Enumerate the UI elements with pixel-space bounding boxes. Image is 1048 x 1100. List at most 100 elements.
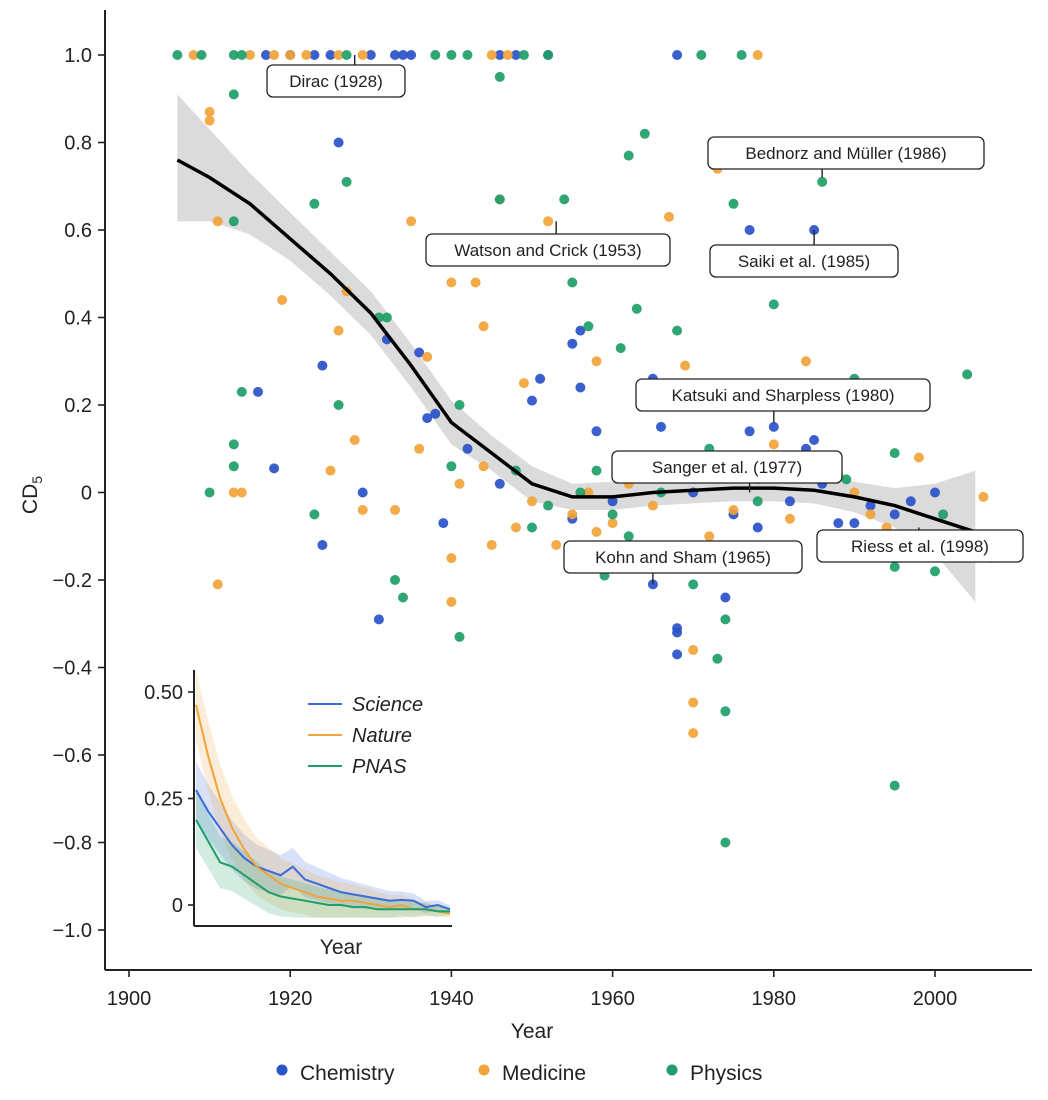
- point-physics: [559, 194, 570, 205]
- x-tick-label: 1960: [590, 988, 635, 1010]
- point-physics: [688, 579, 699, 590]
- point-chemistry: [325, 50, 336, 60]
- annotation-label: Dirac (1928): [289, 72, 383, 91]
- point-medicine: [478, 461, 489, 472]
- point-physics: [768, 299, 779, 310]
- point-physics: [543, 50, 554, 60]
- point-physics: [543, 500, 554, 511]
- point-physics: [454, 400, 465, 410]
- annotation-label: Saiki et al. (1985): [738, 252, 870, 271]
- point-physics: [236, 386, 247, 397]
- x-tick-label: 1980: [752, 988, 797, 1010]
- point-medicine: [478, 321, 489, 332]
- point-physics: [381, 312, 392, 323]
- point-physics: [817, 176, 828, 187]
- point-chemistry: [672, 627, 683, 638]
- point-medicine: [567, 509, 578, 520]
- point-chemistry: [462, 443, 473, 454]
- point-physics: [172, 50, 183, 60]
- inset-legend-label: Nature: [352, 725, 412, 747]
- point-chemistry: [422, 413, 433, 424]
- annotation-label: Watson and Crick (1953): [454, 241, 641, 260]
- point-medicine: [583, 487, 594, 498]
- point-physics: [204, 487, 215, 498]
- point-medicine: [236, 487, 247, 498]
- point-chemistry: [607, 496, 618, 507]
- point-chemistry: [317, 540, 328, 550]
- point-medicine: [688, 645, 699, 655]
- y-axis-title-subscript: 5: [29, 476, 45, 484]
- point-chemistry: [849, 518, 860, 529]
- point-physics: [462, 50, 473, 60]
- point-medicine: [325, 465, 336, 476]
- y-tick-label: −0.6: [53, 745, 92, 767]
- point-medicine: [784, 513, 795, 524]
- y-tick-label: 1.0: [64, 45, 92, 67]
- confidence-band: [177, 94, 976, 602]
- point-medicine: [591, 356, 602, 367]
- point-physics: [752, 496, 763, 507]
- point-physics: [583, 321, 594, 332]
- point-medicine: [285, 50, 296, 60]
- point-chemistry: [494, 50, 505, 60]
- point-physics: [228, 50, 239, 60]
- annotation-box: [266, 64, 406, 98]
- point-chemistry: [930, 487, 940, 498]
- point-chemistry: [672, 50, 683, 60]
- x-tick-label: 1940: [429, 988, 474, 1010]
- y-tick-label: 0.2: [64, 395, 92, 417]
- legend-label: Medicine: [502, 1062, 586, 1085]
- y-tick-label: −0.2: [53, 570, 92, 592]
- point-medicine: [301, 50, 312, 60]
- annotation-box: [563, 540, 803, 574]
- point-medicine: [277, 295, 288, 305]
- point-chemistry: [575, 325, 586, 336]
- point-medicine: [446, 277, 457, 288]
- scatter-points-layer: [172, 50, 997, 848]
- point-chemistry: [656, 421, 666, 432]
- point-chemistry: [438, 518, 449, 529]
- point-physics: [591, 465, 602, 476]
- y-tick-label: −1.0: [53, 920, 92, 942]
- point-medicine: [454, 478, 465, 489]
- point-physics: [696, 50, 707, 60]
- point-medicine: [333, 50, 344, 60]
- point-medicine: [244, 50, 255, 60]
- point-physics: [309, 509, 320, 520]
- annotation-box: [611, 450, 843, 484]
- point-physics: [728, 198, 739, 209]
- annotation-box: [635, 378, 931, 412]
- point-medicine: [664, 211, 674, 222]
- point-physics: [841, 474, 852, 485]
- point-chemistry: [647, 579, 658, 590]
- point-medicine: [978, 491, 989, 502]
- annotation-label: Bednorz and Müller (1986): [745, 144, 946, 163]
- point-physics: [623, 150, 634, 161]
- inset-legend-label: PNAS: [352, 756, 407, 778]
- point-physics: [631, 303, 642, 314]
- inset-background: [194, 665, 454, 927]
- main-legend: Chemistry Medicine Physics: [276, 1062, 762, 1085]
- point-physics: [962, 369, 973, 380]
- point-chemistry: [527, 395, 537, 406]
- point-chemistry: [744, 426, 755, 437]
- point-medicine: [728, 505, 739, 515]
- x-tick-label: 1920: [268, 988, 313, 1010]
- point-physics: [615, 343, 626, 354]
- inset-ticks-layer: 0 0.25 0.50: [144, 682, 194, 917]
- point-medicine: [470, 277, 481, 288]
- point-medicine: [607, 518, 618, 529]
- annotation-box: [816, 529, 1024, 563]
- y-tick-label: 0.6: [64, 220, 92, 242]
- point-chemistry: [889, 509, 900, 520]
- legend-label: Physics: [690, 1062, 762, 1085]
- point-physics: [446, 50, 457, 60]
- point-chemistry: [390, 50, 400, 60]
- point-chemistry: [414, 347, 425, 358]
- point-physics: [228, 439, 239, 450]
- point-physics: [430, 50, 441, 60]
- point-medicine: [768, 439, 779, 450]
- annotation-box: [707, 136, 985, 170]
- point-chemistry: [430, 408, 441, 419]
- point-chemistry: [269, 463, 280, 474]
